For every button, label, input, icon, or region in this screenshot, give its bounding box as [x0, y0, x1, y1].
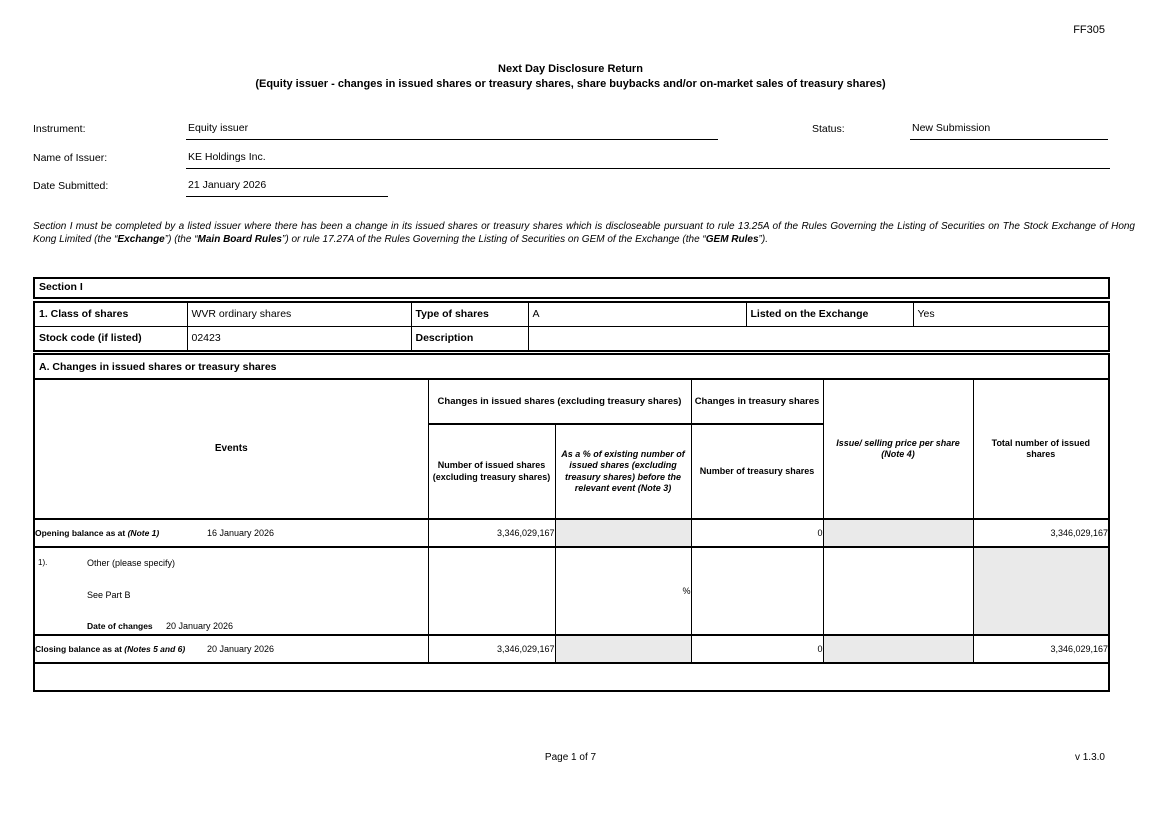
date-of-changes-value: 20 January 2026: [166, 620, 234, 631]
stock-code-row: Stock code (if listed) 02423 Description: [33, 325, 1110, 352]
column-header-number-treasury: Number of treasury shares: [690, 423, 824, 520]
page-subtitle: (Equity issuer - changes in issued share…: [255, 77, 886, 90]
closing-issued-shares-value: 3,346,029,167: [427, 634, 556, 664]
section1-header: Section I: [33, 277, 1110, 299]
closing-balance-event-cell: Closing balance as at (Notes 5 and 6) 20…: [33, 634, 429, 664]
opening-percent-cell-shaded: [554, 518, 692, 548]
issuer-field: KE Holdings Inc.: [186, 151, 1110, 169]
closing-treasury-shares-value: 0: [690, 634, 824, 664]
opening-balance-row: Opening balance as at (Note 1) 16 Januar…: [33, 518, 1110, 548]
status-field: New Submission: [910, 122, 1108, 140]
other-total-cell-shaded: [972, 546, 1110, 636]
stock-code-label: Stock code (if listed): [33, 325, 188, 352]
instrument-field: Equity issuer: [186, 122, 718, 140]
closing-total-shares-value: 3,346,029,167: [972, 634, 1110, 664]
type-of-shares-label: Type of shares: [410, 301, 529, 327]
other-event-index: 1).: [38, 557, 48, 567]
date-submitted-field: 21 January 2026: [186, 179, 388, 197]
other-percent-cell: %: [554, 546, 692, 636]
intro-bold-gem-rules: GEM Rules: [705, 234, 759, 246]
other-event-label: Other (please specify): [87, 557, 176, 568]
description-label: Description: [410, 325, 529, 352]
closing-balance-label: Closing balance as at (Notes 5 and 6): [35, 644, 186, 654]
part-a-header: A. Changes in issued shares or treasury …: [33, 353, 1110, 380]
closing-price-cell-shaded: [822, 634, 974, 664]
class-of-shares-row: 1. Class of shares WVR ordinary shares T…: [33, 301, 1110, 327]
column-header-number-issued: Number of issued shares (excluding treas…: [427, 423, 556, 520]
opening-balance-label: Opening balance as at (Note 1): [35, 528, 160, 538]
other-event-cell: 1). Other (please specify) See Part B Da…: [33, 546, 429, 636]
other-issued-shares-cell: [427, 546, 556, 636]
opening-balance-note: (Note 1): [127, 528, 160, 538]
empty-spacer-cell: [33, 662, 1110, 692]
other-event-row: 1). Other (please specify) See Part B Da…: [33, 546, 1110, 636]
intro-bold-exchange: Exchange: [117, 234, 165, 246]
column-header-price: Issue/ selling price per share (Note 4): [822, 378, 974, 520]
opening-balance-date: 16 January 2026: [207, 528, 275, 538]
group-header-issued-shares: Changes in issued shares (excluding trea…: [427, 378, 692, 425]
column-header-percent: As a % of existing number of issued shar…: [554, 423, 692, 520]
form-code: FF305: [1073, 24, 1105, 36]
part-a-header-row: A. Changes in issued shares or treasury …: [33, 353, 1110, 380]
date-submitted-label: Date Submitted:: [33, 180, 109, 192]
closing-balance-note: (Notes 5 and 6): [124, 644, 186, 654]
other-price-cell: [822, 546, 974, 636]
listed-on-exchange-label: Listed on the Exchange: [745, 301, 914, 327]
other-event-detail: See Part B: [87, 589, 131, 600]
intro-text: Section I must be completed by a listed …: [33, 221, 1135, 246]
empty-spacer-row: [33, 662, 1110, 692]
date-of-changes-label: Date of changes: [87, 620, 153, 631]
closing-percent-cell-shaded: [554, 634, 692, 664]
closing-balance-date: 20 January 2026: [207, 644, 275, 654]
instrument-label: Instrument:: [33, 123, 86, 135]
other-treasury-shares-cell: [690, 546, 824, 636]
class-of-shares-table: 1. Class of shares WVR ordinary shares T…: [33, 301, 1110, 352]
group-header-row: Events Changes in issued shares (excludi…: [33, 378, 1110, 520]
listed-on-exchange-value: Yes: [912, 301, 1110, 327]
class-of-shares-value: WVR ordinary shares: [186, 301, 412, 327]
stock-code-value: 02423: [186, 325, 412, 352]
opening-issued-shares-value: 3,346,029,167: [427, 518, 556, 548]
column-header-total-issued: Total number of issued shares: [972, 378, 1110, 520]
intro-bold-main-board-rules: Main Board Rules: [197, 234, 282, 246]
column-header-events: Events: [33, 378, 429, 520]
opening-price-cell-shaded: [822, 518, 974, 548]
issuer-label: Name of Issuer:: [33, 152, 108, 164]
version-label: v 1.3.0: [1074, 752, 1105, 763]
opening-total-shares-value: 3,346,029,167: [972, 518, 1110, 548]
class-of-shares-label: 1. Class of shares: [33, 301, 188, 327]
page-title: Next Day Disclosure Return: [498, 63, 643, 75]
sub-header-row: Number of issued shares (excluding treas…: [34, 423, 1109, 520]
section1-header-label: Section I: [39, 281, 83, 293]
intro-paragraph: Section I must be completed by a listed …: [33, 221, 1135, 246]
type-of-shares-value: A: [527, 301, 747, 327]
opening-treasury-shares-value: 0: [690, 518, 824, 548]
page-indicator: Page 1 of 7: [544, 752, 597, 763]
closing-balance-row: Closing balance as at (Notes 5 and 6) 20…: [33, 634, 1110, 664]
page-title-block: Next Day Disclosure Return (Equity issue…: [33, 62, 1108, 91]
group-header-treasury-shares: Changes in treasury shares: [690, 378, 824, 425]
opening-balance-event-cell: Opening balance as at (Note 1) 16 Januar…: [33, 518, 429, 548]
status-label: Status:: [812, 123, 845, 135]
changes-table: A. Changes in issued shares or treasury …: [33, 353, 1111, 692]
description-value: [527, 325, 1110, 352]
